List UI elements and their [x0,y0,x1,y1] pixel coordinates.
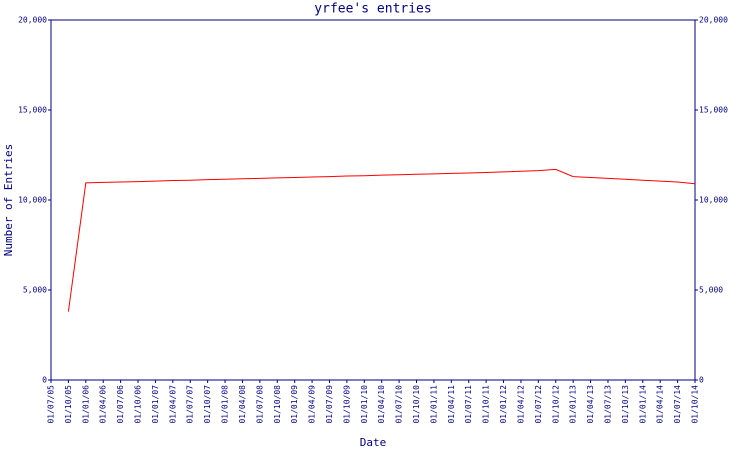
x-tick-label: 01/04/12 [516,385,525,424]
x-tick-label: 01/07/05 [47,385,56,424]
x-tick-label: 01/04/13 [586,385,595,424]
x-tick-label: 01/10/09 [342,385,351,424]
y2-tick-label: 15,000 [699,106,728,115]
x-tick-label: 01/01/08 [221,385,230,424]
x-tick-label: 01/10/07 [203,385,212,424]
x-tick-label: 01/07/12 [534,385,543,424]
plot-frame [50,19,696,381]
x-tick-label: 01/04/06 [99,385,108,424]
x-tick-label: 01/01/07 [151,385,160,424]
x-tick-label: 01/07/14 [673,385,682,424]
x-tick-label: 01/07/08 [255,385,264,424]
x-tick-label: 01/07/09 [325,385,334,424]
y-tick-label: 10,000 [18,196,47,205]
x-tick-label: 01/07/11 [464,385,473,424]
x-tick-label: 01/01/13 [569,385,578,424]
y-tick-label: 15,000 [18,106,47,115]
x-tick-label: 01/01/10 [360,385,369,424]
x-tick-label: 01/04/14 [656,385,665,424]
x-tick-label: 01/01/09 [290,385,299,424]
y2-tick-label: 20,000 [699,16,728,25]
x-tick-label: 01/01/11 [429,385,438,424]
x-tick-label: 01/10/08 [273,385,282,424]
x-tick-label: 01/01/06 [81,385,90,424]
x-tick-label: 01/10/10 [412,385,421,424]
chart-title: yrfee's entries [314,2,431,17]
x-tick-label: 01/01/14 [638,385,647,424]
y-tick-label: 5,000 [23,286,47,295]
x-tick-label: 01/07/07 [186,385,195,424]
y2-tick-label: 10,000 [699,196,728,205]
x-tick-label: 01/07/06 [116,385,125,424]
x-tick-label: 01/10/14 [691,385,700,424]
x-tick-label: 01/07/13 [603,385,612,424]
x-tick-label: 01/10/06 [134,385,143,424]
y-tick-label: 20,000 [18,16,47,25]
x-tick-label: 01/04/10 [377,385,386,424]
y-tick-label: 0 [42,376,47,385]
x-tick-label: 01/04/11 [447,385,456,424]
x-tick-label: 01/10/05 [64,385,73,424]
x-tick-label: 01/04/09 [308,385,317,424]
x-axis-label: Date [360,436,387,449]
data-line [67,168,696,312]
x-tick-label: 01/04/08 [238,385,247,424]
y2-tick-label: 0 [699,376,704,385]
x-tick-label: 01/10/13 [621,385,630,424]
x-tick-label: 01/10/12 [551,385,560,424]
x-tick-label: 01/10/11 [482,385,491,424]
y-axis-label: Number of Entries [2,144,15,257]
x-tick-label: 01/07/10 [395,385,404,424]
y2-tick-label: 5,000 [699,286,723,295]
x-tick-label: 01/01/12 [499,385,508,424]
x-tick-label: 01/04/07 [168,385,177,424]
